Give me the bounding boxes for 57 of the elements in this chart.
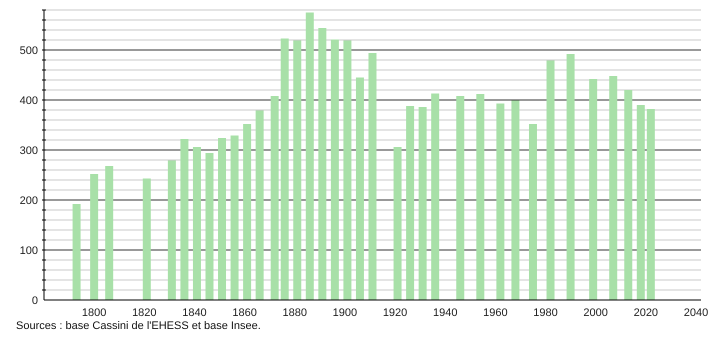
bar <box>546 60 555 300</box>
bar <box>318 28 326 300</box>
x-tick-label: 1860 <box>232 306 257 319</box>
bar <box>456 96 464 300</box>
x-tick-label: 1800 <box>82 306 106 319</box>
x-tick-label: 2000 <box>583 306 608 319</box>
bar <box>566 54 575 300</box>
bar <box>528 124 537 300</box>
y-tick-label: 400 <box>20 95 38 107</box>
bar <box>142 178 151 300</box>
x-tick-label: 1980 <box>533 306 558 319</box>
bar <box>609 76 618 300</box>
x-tick-label: 1920 <box>382 306 408 319</box>
bar <box>105 166 114 300</box>
bar <box>431 94 440 300</box>
bar <box>368 53 376 300</box>
bar <box>243 124 252 300</box>
bar <box>624 90 632 300</box>
x-tick-label: 1960 <box>483 306 508 319</box>
bar <box>511 100 520 300</box>
bar <box>230 136 239 300</box>
bar <box>306 12 314 300</box>
bar <box>180 139 188 300</box>
bar <box>330 40 339 300</box>
y-tick-label: 0 <box>32 295 38 307</box>
bar <box>168 160 176 300</box>
y-tick-label: 100 <box>20 245 38 257</box>
bar <box>192 147 201 300</box>
x-tick-label: 2020 <box>634 306 658 319</box>
bar <box>293 40 302 300</box>
bar <box>636 105 645 300</box>
bar <box>90 174 98 300</box>
bar <box>646 109 655 300</box>
bar <box>280 38 289 300</box>
x-tick-label: 1880 <box>282 306 308 319</box>
bar <box>205 153 214 300</box>
bar <box>343 40 352 300</box>
bar <box>406 106 414 300</box>
bar <box>72 204 81 300</box>
bar <box>218 138 226 300</box>
bar <box>476 94 484 300</box>
y-tick-label: 300 <box>20 145 38 157</box>
bar <box>394 147 402 300</box>
x-tick-label: 1820 <box>132 306 157 319</box>
x-tick-label: 1900 <box>332 306 358 319</box>
x-tick-label: 1840 <box>182 306 207 319</box>
source-note: Sources : base Cassini de l'EHESS et base Insee. <box>16 320 261 332</box>
bar <box>356 78 364 300</box>
bar <box>256 110 264 300</box>
y-tick-label: 500 <box>20 45 38 57</box>
x-tick-label: 2040 <box>684 306 708 319</box>
bar <box>270 96 279 300</box>
bar <box>418 107 427 300</box>
bar <box>496 104 504 300</box>
x-tick-label: 1940 <box>432 306 458 319</box>
bar <box>589 79 598 300</box>
y-tick-label: 200 <box>20 195 38 207</box>
